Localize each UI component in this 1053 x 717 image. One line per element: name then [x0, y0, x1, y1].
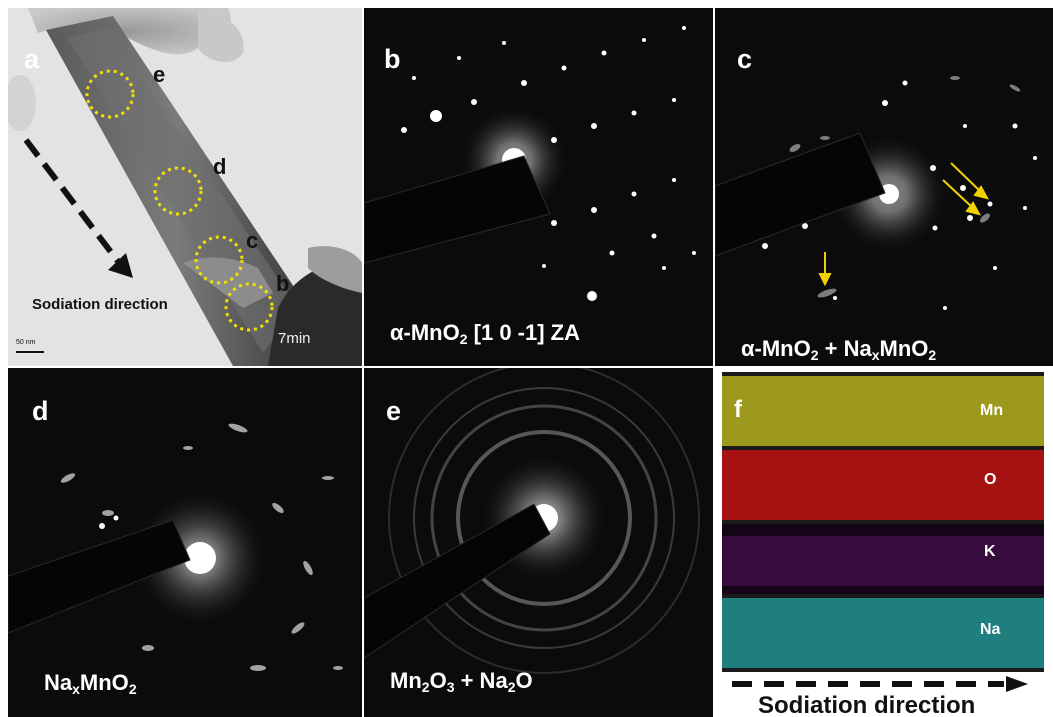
- caption-d-part2: MnO: [80, 670, 129, 695]
- caption-b-part: α-MnO: [390, 320, 460, 345]
- eds-label-o: O: [984, 472, 996, 488]
- caption-c-sub2: x: [872, 347, 880, 363]
- caption-c-part2: + Na: [819, 336, 872, 361]
- caption-e-part1: Mn: [390, 668, 422, 693]
- region-label-e: e: [153, 64, 165, 86]
- eds-label-na: Na: [980, 622, 1000, 638]
- caption-b-tail: [1 0 -1] ZA: [468, 320, 580, 345]
- caption-d-sub2: 2: [129, 681, 137, 697]
- eds-sodiation-direction-label: Sodiation direction: [758, 692, 975, 717]
- diffraction-pattern-c: [715, 8, 1053, 366]
- caption-c-sub1: 2: [811, 347, 819, 363]
- panel-f-eds-maps: Mn O K Na f Sodiation direction: [722, 372, 1053, 717]
- diffraction-pattern-b: [364, 8, 713, 366]
- region-label-d: d: [213, 156, 226, 178]
- panel-label-c: c: [737, 46, 752, 73]
- region-label-c: c: [246, 230, 258, 252]
- caption-d: NaxMnO2: [44, 672, 137, 696]
- panel-label-b: b: [384, 46, 401, 73]
- eds-label-k: K: [984, 544, 996, 560]
- caption-e-part3: + Na: [454, 668, 507, 693]
- panel-d-diffraction: d NaxMnO2: [8, 368, 362, 717]
- sodiation-direction-label: Sodiation direction: [32, 296, 168, 313]
- panel-c-diffraction: c α-MnO2 + NaxMnO2: [715, 8, 1053, 366]
- panel-label-d: d: [32, 398, 49, 425]
- panel-label-a: a: [24, 46, 39, 73]
- scale-bar-label: 50 nm: [16, 339, 35, 346]
- caption-d-part1: Na: [44, 670, 72, 695]
- caption-c-part3: MnO: [880, 336, 929, 361]
- panel-label-f: f: [734, 398, 742, 422]
- panel-e-diffraction: e Mn2O3 + Na2O: [364, 368, 713, 717]
- caption-e-sub1: 2: [422, 679, 430, 695]
- caption-b: α-MnO2 [1 0 -1] ZA: [390, 322, 580, 346]
- caption-d-sub1: x: [72, 681, 80, 697]
- time-label: 7min: [278, 330, 311, 347]
- panel-label-e: e: [386, 398, 401, 425]
- eds-label-mn: Mn: [980, 403, 1003, 419]
- diffraction-pattern-e: [364, 368, 713, 717]
- caption-b-sub: 2: [460, 331, 468, 347]
- panel-a-tem-image: a e d c b Sodiation direction 7min 50 nm: [8, 8, 362, 366]
- caption-e-part2: O: [430, 668, 447, 693]
- eds-dashed-arrow: [722, 674, 1044, 694]
- caption-e: Mn2O3 + Na2O: [390, 670, 533, 694]
- caption-e-part4: O: [515, 668, 532, 693]
- caption-c: α-MnO2 + NaxMnO2: [741, 338, 936, 362]
- caption-c-part1: α-MnO: [741, 336, 811, 361]
- panel-b-diffraction: b α-MnO2 [1 0 -1] ZA: [364, 8, 713, 366]
- diffraction-pattern-d: [8, 368, 362, 717]
- region-label-b: b: [276, 273, 289, 295]
- caption-c-sub3: 2: [928, 347, 936, 363]
